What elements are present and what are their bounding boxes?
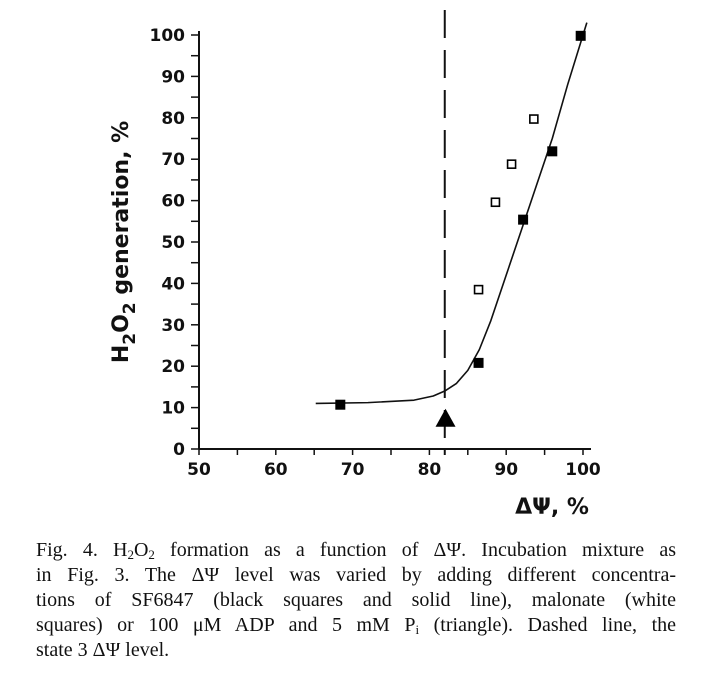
caption-text: in Fig. 3. The ΔΨ level was varied by ad…	[36, 564, 676, 586]
x-tick-label: 70	[341, 460, 365, 480]
caption-text: O	[133, 539, 149, 561]
caption-line: Fig. 4. H2O2 formation as a function of …	[36, 538, 676, 563]
y-tick-label: 50	[161, 233, 185, 253]
data-point-filled-square	[547, 146, 558, 157]
y-tick-label: 30	[161, 316, 185, 336]
data-point-triangle	[435, 408, 456, 427]
figure-caption: Fig. 4. H2O2 formation as a function of …	[36, 538, 676, 663]
y-tick-label: 70	[161, 150, 185, 170]
data-point-filled-square	[473, 357, 484, 368]
data-point-filled-square	[518, 214, 529, 225]
x-axis-title: ΔΨ, %	[515, 495, 589, 520]
y-tick-label: 90	[161, 67, 185, 87]
chart: 50 60 70 80 90 100 0 10 20 30 40 50 60 70 80 90 100 ΔΨ, %…	[109, 10, 601, 520]
data-point-filled-square	[335, 399, 346, 410]
caption-text: formation as a function of ΔΨ. Incubatio…	[154, 539, 676, 561]
data-point-open-square	[473, 284, 484, 295]
caption-text: tions of SF6847 (black squares and solid…	[36, 589, 676, 611]
data-point-filled-square	[575, 30, 586, 41]
caption-text: i	[415, 622, 420, 637]
y-axis-title-part: 2	[120, 333, 140, 345]
x-tick-label: 60	[264, 460, 288, 480]
caption-text: state 3 ΔΨ level.	[36, 639, 170, 661]
y-axis-title: H2O2 generation, %	[109, 121, 140, 363]
caption-text: squares) or 100 μM ADP and 5 mM P	[36, 614, 416, 636]
caption-text: 2	[127, 547, 134, 562]
x-tick-label: 80	[418, 460, 442, 480]
caption-text: 2	[148, 547, 155, 562]
fit-line	[315, 22, 588, 405]
data-point-open-square	[529, 114, 539, 124]
y-tick-label: 0	[173, 440, 185, 460]
caption-line: state 3 ΔΨ level.	[36, 638, 676, 663]
data-point-open-square	[490, 197, 501, 208]
y-tick-label: 40	[161, 274, 185, 294]
caption-line: tions of SF6847 (black squares and solid…	[36, 588, 676, 613]
y-axis-title-part: generation, %	[109, 121, 134, 303]
caption-text: Fig. 4. H	[36, 539, 128, 561]
y-axis-title-part: 2	[120, 302, 140, 314]
x-tick-label: 90	[494, 460, 518, 480]
y-axis-title-part: H	[109, 345, 134, 363]
y-axis-title-part: O	[109, 314, 134, 333]
x-tick-label: 100	[565, 460, 601, 480]
y-tick-label: 60	[161, 192, 185, 212]
y-tick-label: 20	[161, 357, 185, 377]
y-tick-label: 10	[161, 399, 185, 419]
caption-text: (triangle). Dashed line, the	[419, 614, 677, 636]
caption-line: squares) or 100 μM ADP and 5 mM Pi (tria…	[36, 613, 676, 638]
x-tick-label: 50	[187, 460, 211, 480]
caption-line: in Fig. 3. The ΔΨ level was varied by ad…	[36, 563, 676, 588]
y-tick-label: 80	[161, 109, 185, 129]
y-tick-label: 100	[150, 26, 186, 46]
data-point-open-square	[506, 159, 517, 169]
